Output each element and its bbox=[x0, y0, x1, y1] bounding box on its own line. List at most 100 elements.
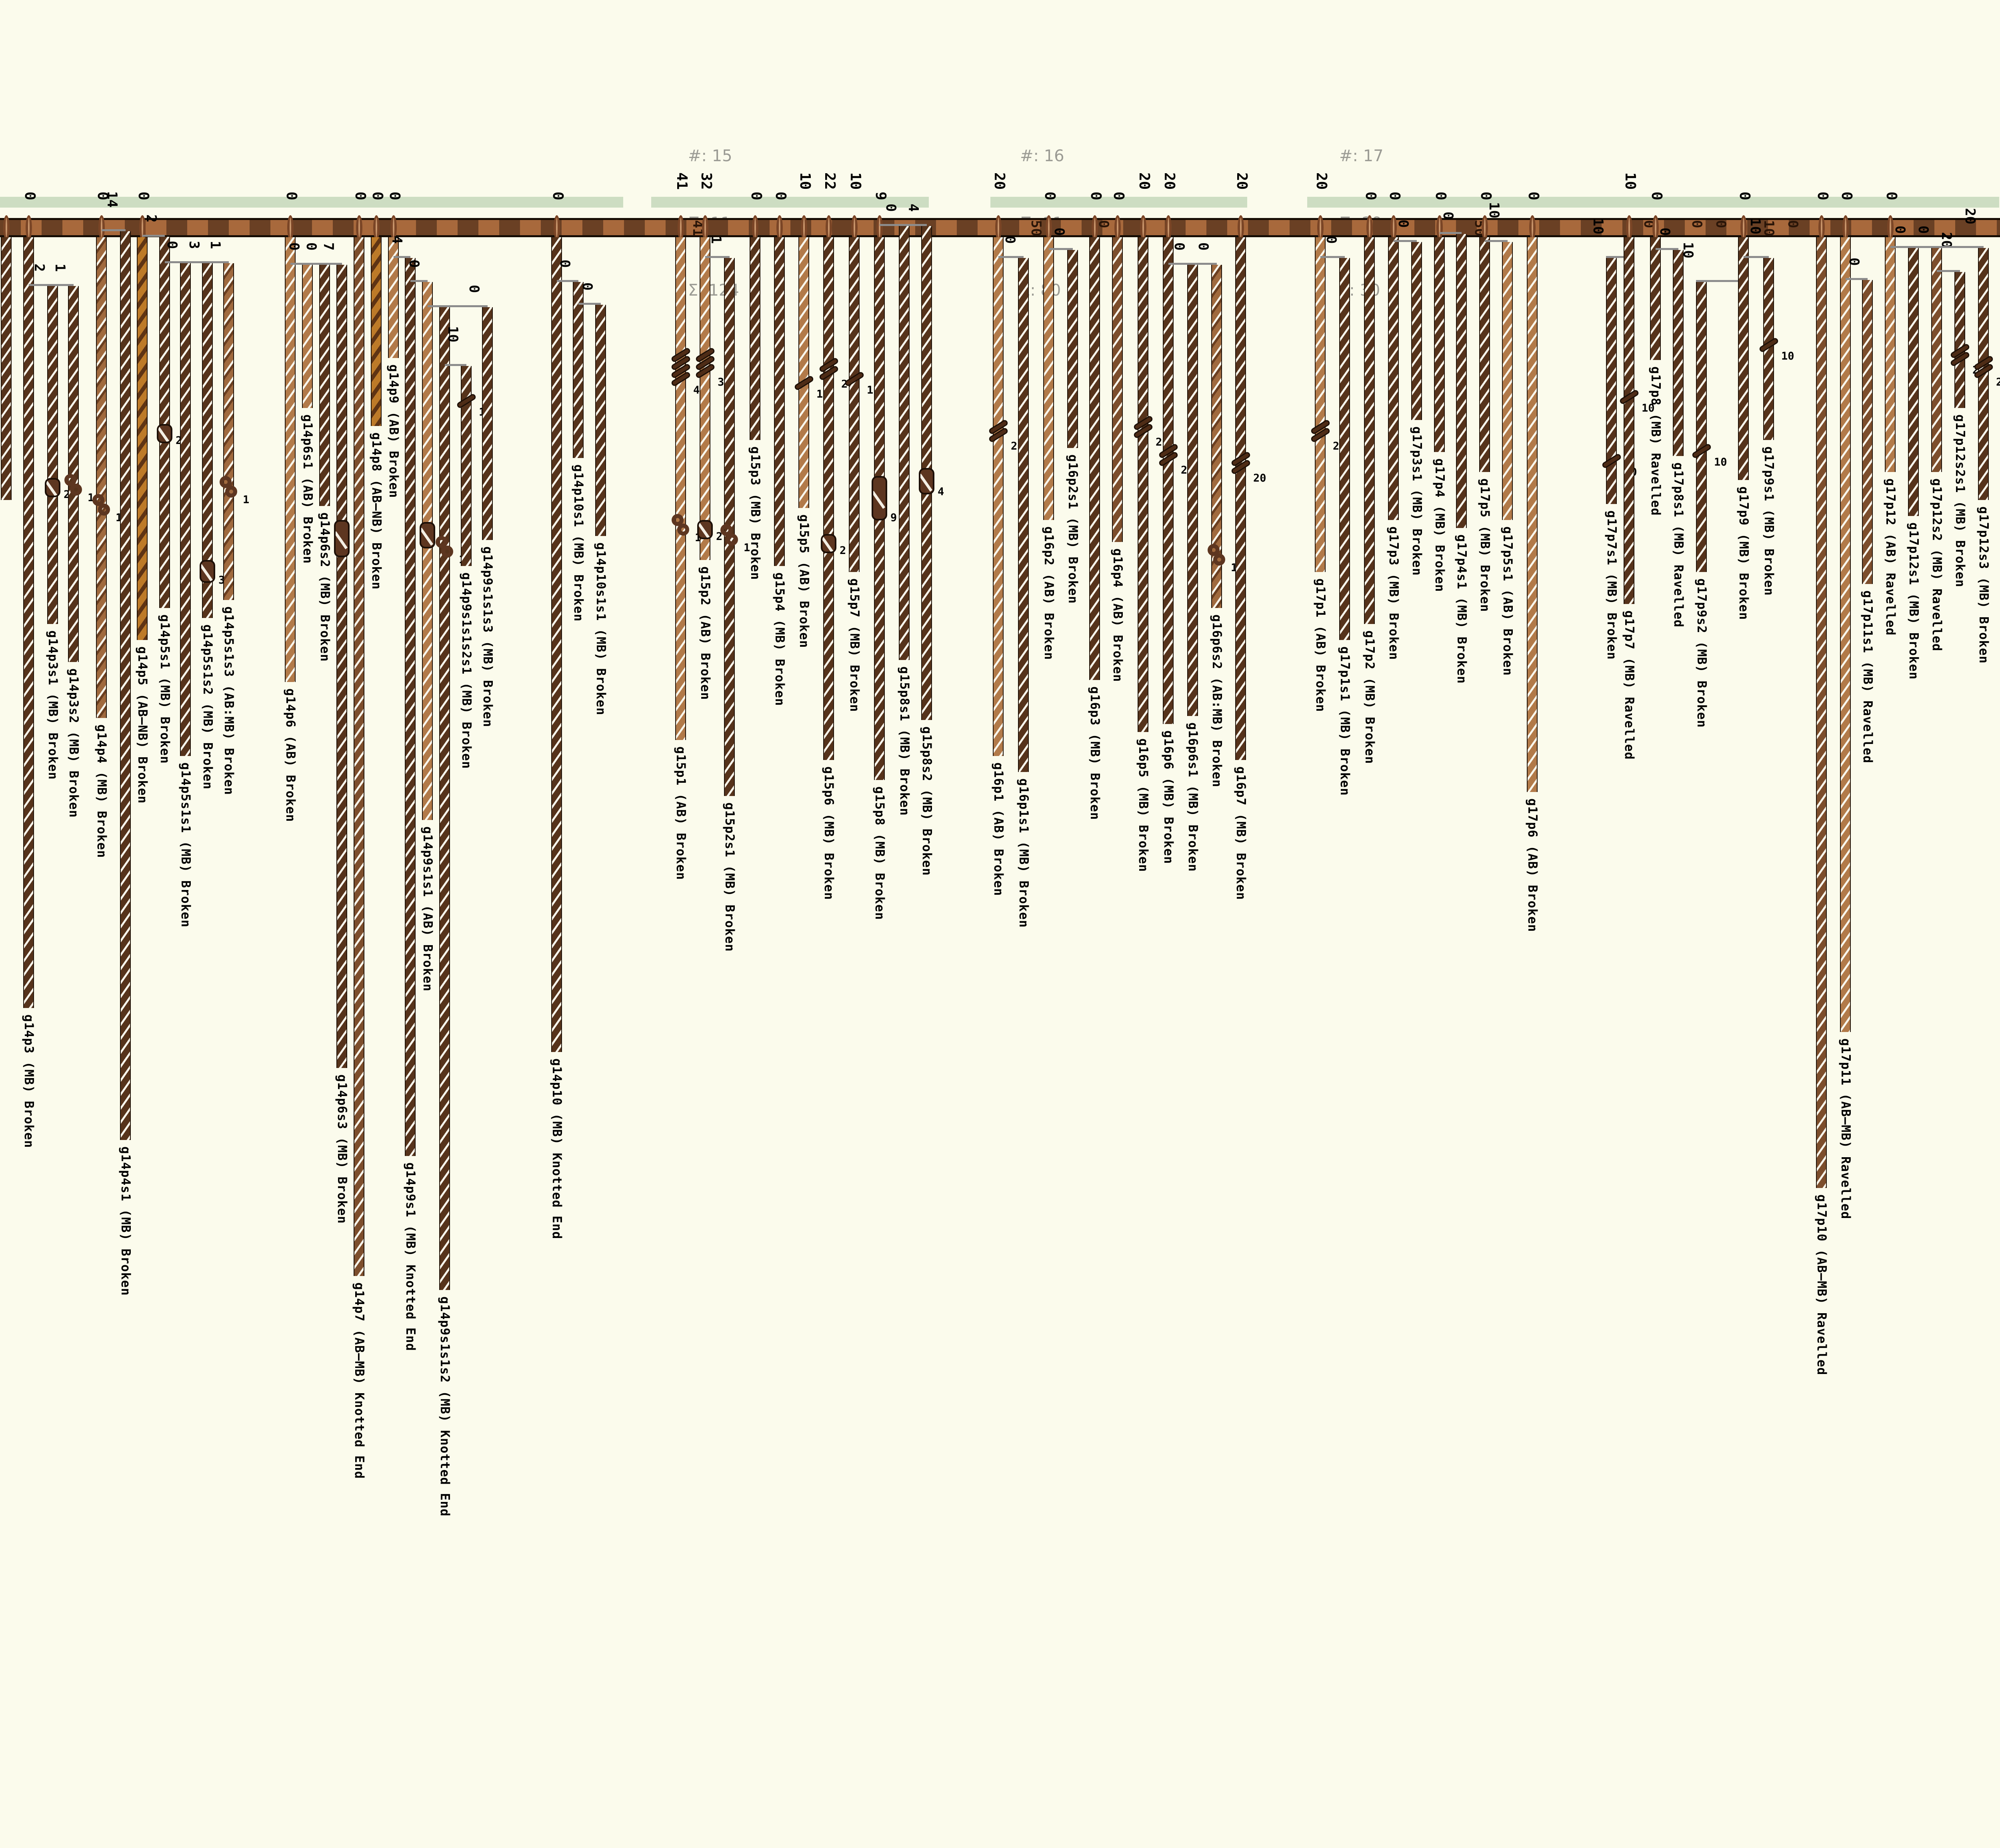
figure-eight-loop bbox=[720, 524, 732, 536]
long-knot-icon bbox=[45, 478, 60, 497]
subsidiary-connector bbox=[28, 284, 74, 286]
pendant-value: 0 bbox=[772, 192, 789, 200]
subsidiary-value: 0 bbox=[1915, 226, 1931, 234]
pendant-value: 0 bbox=[369, 192, 386, 200]
pendant-cord bbox=[302, 265, 313, 408]
pendant-value: 0 bbox=[748, 192, 764, 200]
pendant-value: 10 bbox=[1622, 172, 1638, 190]
figure-eight-loop bbox=[441, 546, 453, 558]
long-knot-icon bbox=[821, 534, 836, 553]
figure-eight-knot-icon bbox=[671, 514, 690, 536]
knot-value: 1 bbox=[744, 542, 750, 554]
pendant-cord bbox=[202, 263, 213, 618]
cord-label: g17p9s1 (MB) Broken bbox=[1762, 446, 1776, 596]
pendant-value: 0 bbox=[1386, 192, 1403, 200]
subsidiary-value: 4 bbox=[389, 236, 405, 244]
pendant-attachment-loop bbox=[1114, 215, 1121, 240]
pendant-cord bbox=[700, 237, 710, 560]
pendant-cord bbox=[1954, 272, 1965, 408]
cluster-count: #: 17 bbox=[1339, 147, 1384, 165]
primary-cord-marker: 50 bbox=[1028, 220, 1044, 236]
pendant-cord bbox=[336, 265, 347, 1068]
cord-label: g16p4 (AB) Broken bbox=[1110, 548, 1125, 682]
pendant-attachment-loop bbox=[800, 215, 807, 240]
pendant-value: 0 bbox=[1814, 192, 1831, 200]
pendant-value: 32 bbox=[698, 172, 714, 190]
pendant-value: 0 bbox=[1110, 192, 1127, 200]
subsidiary-connector bbox=[1743, 256, 1769, 258]
subsidiary-connector bbox=[393, 256, 410, 258]
pendant-cord bbox=[405, 258, 416, 1156]
pendant-cord bbox=[774, 237, 785, 566]
pendant-value: 20 bbox=[1161, 172, 1178, 190]
pendant-cord bbox=[798, 237, 809, 508]
pendant-cord bbox=[1456, 234, 1467, 528]
figure-eight-loop bbox=[1213, 554, 1225, 566]
pendant-attachment-loop bbox=[752, 215, 758, 240]
pendant-cord bbox=[1388, 237, 1399, 520]
cord-label: g16p6 (MB) Broken bbox=[1161, 730, 1176, 864]
pendant-cord bbox=[180, 263, 191, 756]
cord-label: g17p5s1 (AB) Broken bbox=[1500, 526, 1515, 676]
subsidiary-connector bbox=[556, 280, 578, 282]
cord-label: g16p1s1 (MB) Broken bbox=[1016, 778, 1031, 928]
cluster-group-bar bbox=[990, 197, 1247, 208]
cord-label: g15p5 (AB) Broken bbox=[797, 514, 811, 648]
primary-cord-marker: 0 bbox=[1785, 220, 1801, 228]
figure-eight-loop bbox=[219, 476, 232, 488]
cord-label: g14p3 (MB) Broken bbox=[22, 1014, 36, 1148]
pendant-cord bbox=[388, 237, 399, 358]
cord-label: g17p5 (MB) Broken bbox=[1478, 478, 1492, 612]
pendant-cord bbox=[482, 307, 493, 540]
pendant-value: 9 bbox=[872, 192, 889, 200]
pendant-cord bbox=[137, 237, 148, 640]
pendant-cord bbox=[1502, 242, 1513, 520]
pendant-value: 0 bbox=[1736, 192, 1753, 200]
subsidiary-value: 10 bbox=[1590, 218, 1606, 234]
subsidiary-connector bbox=[1439, 232, 1462, 234]
subsidiary-value: 0 bbox=[1440, 212, 1456, 220]
pendant-attachment-loop bbox=[1091, 215, 1098, 240]
pendant-value: 20 bbox=[1234, 172, 1250, 190]
pendant-value: 0 bbox=[1432, 192, 1449, 200]
pendant-cord bbox=[750, 237, 760, 440]
pendant-value: 0 bbox=[135, 192, 152, 200]
pendant-cord bbox=[96, 237, 107, 718]
pendant-attachment-loop bbox=[876, 215, 883, 240]
cord-label: g17p12 (AB) Ravelled bbox=[1883, 478, 1898, 636]
subsidiary-value: 4 bbox=[905, 204, 921, 212]
long-knot-icon bbox=[420, 522, 435, 548]
subsidiary-connector bbox=[1696, 280, 1744, 282]
pendant-cord bbox=[285, 237, 296, 682]
cord-label: g14p3s2 (MB) Broken bbox=[66, 668, 81, 818]
cord-label: g16p2 (AB) Broken bbox=[1042, 526, 1056, 660]
subsidiary-connector bbox=[1320, 256, 1345, 258]
figure-eight-loop bbox=[1207, 544, 1220, 556]
pendant-attachment-loop bbox=[373, 215, 380, 240]
subsidiary-value: 14 bbox=[104, 191, 120, 208]
pendant-cord bbox=[1067, 250, 1078, 448]
cord-label: g14p6 (AB) Broken bbox=[283, 688, 298, 822]
subsidiary-value: 0 bbox=[286, 242, 302, 251]
cord-label: g17p8 (MB) Ravelled bbox=[1648, 366, 1663, 516]
pendant-cord bbox=[675, 237, 686, 740]
primary-cord-marker: 0 bbox=[1713, 220, 1729, 228]
cord-label: g17p12s1 (MB) Broken bbox=[1906, 522, 1921, 680]
subsidiary-value: 0 bbox=[1323, 236, 1339, 244]
cluster-count: #: 15 bbox=[688, 147, 732, 165]
pendant-attachment-loop bbox=[1140, 215, 1146, 240]
subsidiary-value: 0 bbox=[1657, 228, 1673, 236]
cord-label: g17p7s1 (MB) Broken bbox=[1604, 510, 1619, 660]
pendant-cord bbox=[1339, 258, 1350, 640]
figure-eight-loop bbox=[225, 486, 237, 498]
figure-eight-loop bbox=[677, 524, 689, 536]
subsidiary-connector bbox=[444, 364, 466, 366]
pendant-cord bbox=[595, 305, 606, 536]
subsidiary-value: 0 bbox=[303, 242, 319, 251]
cord-label: g14p9s1s1s2 (MB) Knotted End bbox=[438, 1296, 452, 1517]
cord-label: g14p10s1s1 (MB) Broken bbox=[594, 542, 608, 716]
subsidiary-value: 0 bbox=[1395, 220, 1411, 228]
pendant-attachment-loop bbox=[1366, 215, 1373, 240]
pendant-cord bbox=[1816, 237, 1827, 1188]
